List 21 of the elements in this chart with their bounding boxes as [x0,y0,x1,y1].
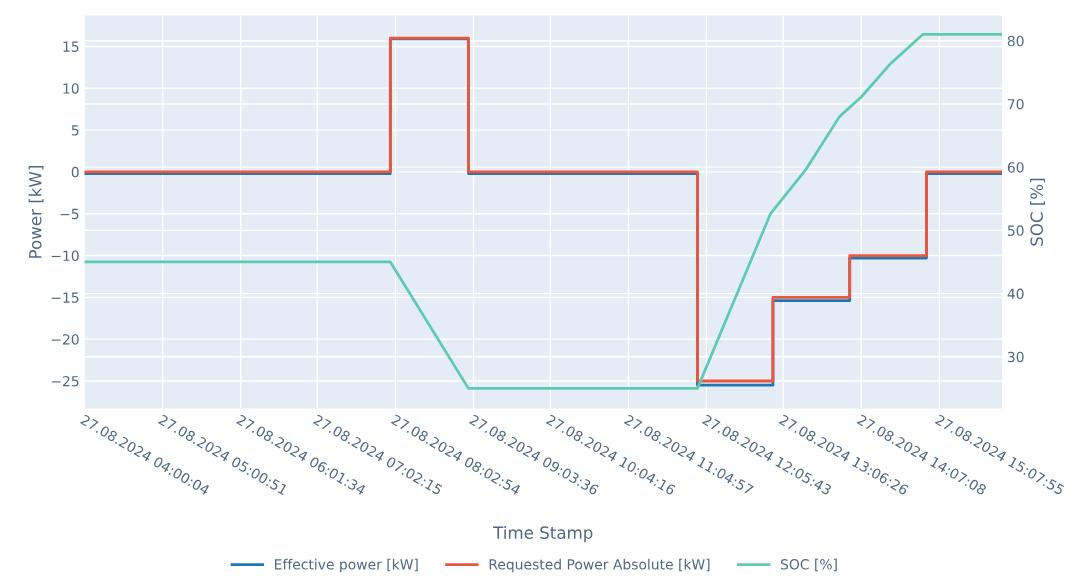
y-tick-label: 0 [71,166,79,178]
legend-label: Requested Power Absolute [kW] [489,558,710,573]
y-axis-title: Power [kW] [28,166,44,258]
x-axis-title: Time Stamp [493,526,593,543]
y-tick-label: 5 [71,125,79,136]
y2-tick-label: 40 [1007,288,1024,300]
y-tick-label: 10 [63,83,79,94]
y-tick-label: −20 [51,334,79,345]
y-tick-label: −5 [60,208,79,220]
y2-tick-label: 80 [1007,35,1024,47]
y-tick-label: −25 [51,375,79,387]
legend-label: Effective power [kW] [275,558,418,573]
y2-tick-label: 60 [1007,162,1024,173]
y-tick-label: 15 [63,41,79,52]
y2-axis-title: SOC [%] [1030,178,1045,246]
y2-tick-label: 50 [1007,225,1024,236]
y-tick-label: −15 [51,292,79,303]
y2-tick-label: 70 [1008,98,1024,110]
legend-label: SOC [%] [780,558,837,572]
y2-tick-label: 30 [1007,351,1024,363]
y-tick-label: −10 [51,250,79,262]
